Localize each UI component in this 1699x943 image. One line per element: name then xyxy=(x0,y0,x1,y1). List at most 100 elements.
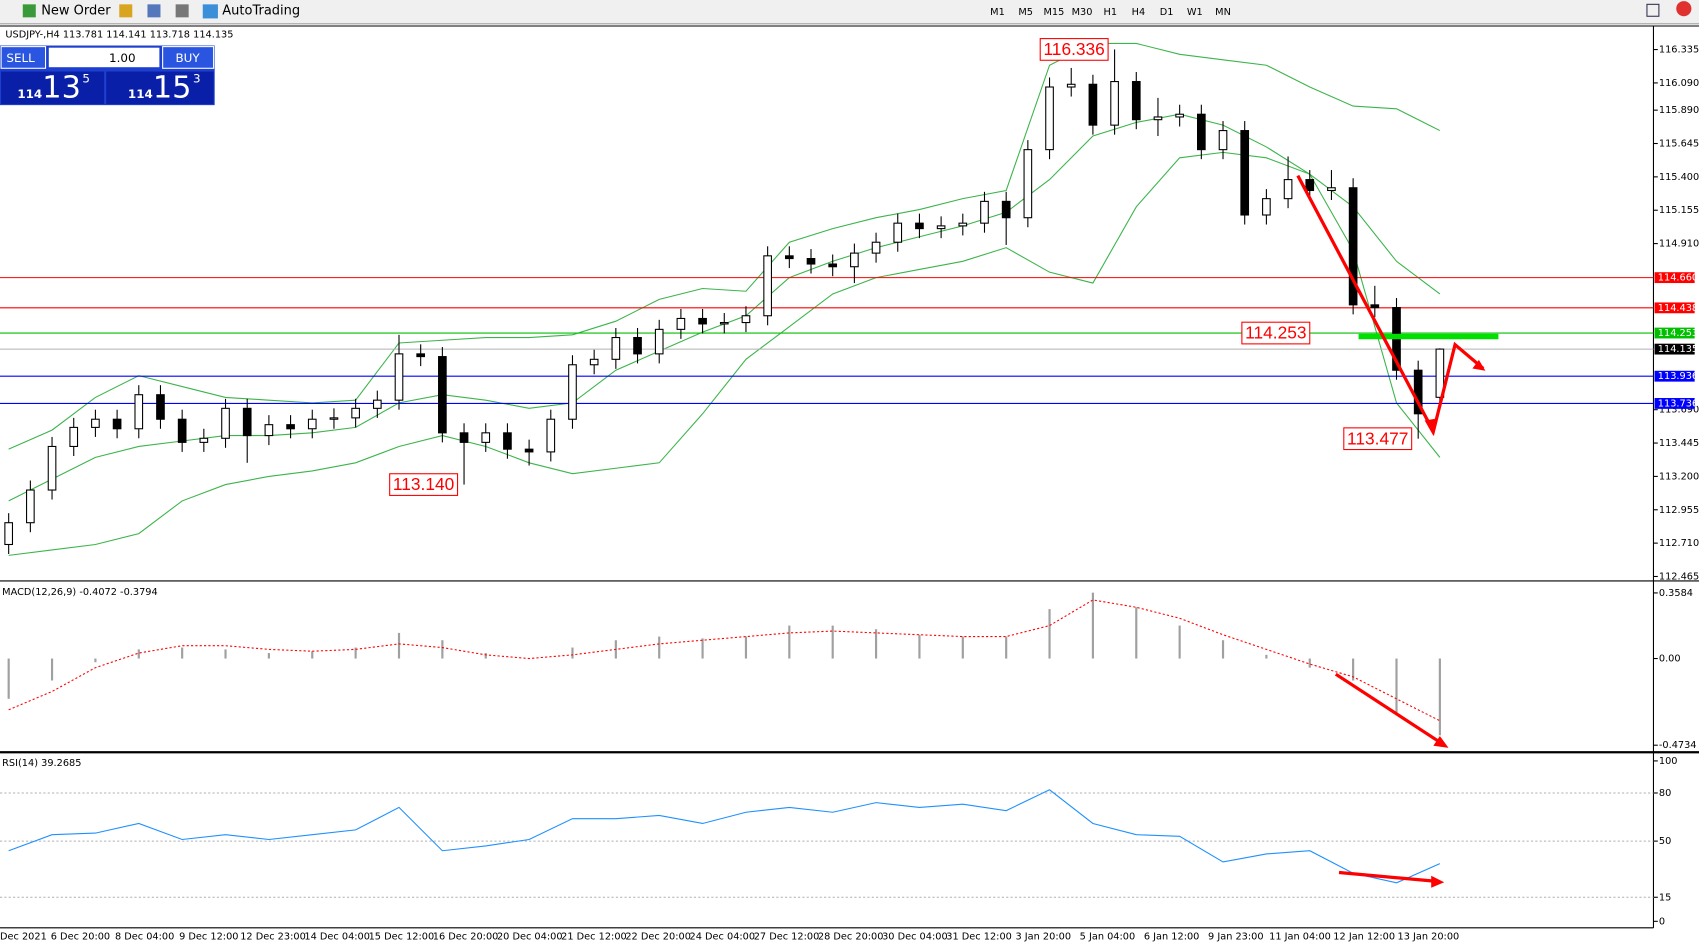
notification[interactable] xyxy=(1676,1,1692,17)
y-tick-label: 115.890 xyxy=(1659,105,1699,116)
annotation: 114.253 xyxy=(1241,321,1311,345)
annotation: 116.336 xyxy=(1039,38,1109,61)
sell-button[interactable] xyxy=(0,46,47,69)
candle-body xyxy=(1131,81,1141,121)
annotation-box xyxy=(389,473,459,496)
candle-body xyxy=(1001,200,1011,219)
level-tag xyxy=(1654,343,1695,355)
arrow-head xyxy=(1472,359,1486,371)
x-tick-label: 24 Dec 04:00 xyxy=(690,931,756,942)
new-order[interactable]: New Order xyxy=(41,3,111,18)
buy-label[interactable]: BUY xyxy=(175,51,200,65)
candle-body xyxy=(1066,83,1076,88)
candle-body xyxy=(1283,179,1293,200)
x-tick-label: 20 Dec 04:00 xyxy=(497,931,563,942)
candle-body xyxy=(134,394,144,430)
y-tick-label: 0 xyxy=(1659,916,1665,927)
y-tick-label: 113.445 xyxy=(1659,438,1699,449)
annotation-label: 114.253 xyxy=(1245,323,1306,343)
y-tick-label: 116.335 xyxy=(1659,45,1699,56)
timeframe[interactable]: H1 xyxy=(1103,7,1117,18)
candle-body xyxy=(1088,83,1098,126)
rsi-arrow xyxy=(1338,870,1436,883)
x-tick-label: Dec 2021 xyxy=(0,931,47,942)
tool-icon[interactable] xyxy=(175,4,189,18)
candle-body xyxy=(286,424,295,430)
new-order-icon[interactable] xyxy=(22,4,36,18)
candle-body xyxy=(351,407,360,419)
support-zone xyxy=(1358,333,1499,340)
x-tick-label: 6 Jan 12:00 xyxy=(1144,931,1200,942)
timeframe[interactable]: M30 xyxy=(1072,7,1093,18)
buy-price-big: 114 xyxy=(128,87,153,101)
timeframe[interactable]: M5 xyxy=(1018,7,1033,18)
candle-body xyxy=(4,522,14,546)
candle-body xyxy=(698,317,707,325)
candle-body xyxy=(1045,86,1054,151)
x-tick-label: 9 Jan 23:00 xyxy=(1208,931,1264,942)
macd-arrow xyxy=(1334,672,1443,745)
x-tick-label: 28 Dec 20:00 xyxy=(818,931,884,942)
y-tick-label: -0.4734 xyxy=(1659,740,1697,751)
candle-body xyxy=(611,336,621,360)
candle-body xyxy=(1348,187,1358,306)
y-tick-label: 112.710 xyxy=(1659,538,1699,549)
lot-field[interactable] xyxy=(48,47,160,68)
x-tick-label: 12 Jan 12:00 xyxy=(1333,931,1395,942)
candle-body xyxy=(893,222,903,243)
lot-size[interactable]: 1.00 xyxy=(109,51,136,65)
sell-label[interactable]: SELL xyxy=(6,51,35,65)
level-label: 114.438 xyxy=(1658,303,1698,314)
drawings xyxy=(1296,174,1499,888)
candle-body xyxy=(1196,113,1206,151)
y-tick-label: 116.090 xyxy=(1659,78,1699,89)
x-tick-label: 13 Jan 20:00 xyxy=(1398,931,1460,942)
candle-body xyxy=(524,448,534,453)
timeframe[interactable]: M1 xyxy=(990,7,1005,18)
x-tick-label: 6 Dec 20:00 xyxy=(51,931,110,942)
candle-body xyxy=(307,418,317,430)
sell-price-box[interactable] xyxy=(1,71,105,105)
search-icon[interactable] xyxy=(1646,3,1660,17)
buy-button[interactable] xyxy=(162,46,215,69)
timeframe[interactable]: W1 xyxy=(1187,7,1203,18)
x-tick-label: 30 Dec 04:00 xyxy=(882,931,948,942)
tool-icon[interactable] xyxy=(119,4,133,18)
y-tick-label: 115.400 xyxy=(1659,172,1699,183)
timeframe[interactable]: H4 xyxy=(1132,7,1146,18)
sell-price-sup: 5 xyxy=(82,72,90,86)
x-tick-label: 5 Jan 04:00 xyxy=(1080,931,1136,942)
level-label: 114.660 xyxy=(1658,273,1698,284)
autotrading-icon[interactable] xyxy=(202,4,218,19)
buy-price-box[interactable] xyxy=(106,71,214,105)
candle-body xyxy=(568,364,577,420)
x-tick-label: 21 Dec 12:00 xyxy=(561,931,627,942)
y-tick-label: 0.00 xyxy=(1659,654,1681,665)
candle-body xyxy=(1305,179,1315,192)
y-tick-label: 112.465 xyxy=(1659,571,1699,582)
candle-body xyxy=(958,222,968,227)
timeframe[interactable]: MN xyxy=(1215,7,1231,18)
candle-body xyxy=(438,356,447,434)
annotation-label: 116.336 xyxy=(1043,39,1104,59)
candle-body xyxy=(1240,130,1250,216)
candle-body xyxy=(329,417,339,420)
timeframe[interactable]: M15 xyxy=(1043,7,1064,18)
trend-arrow xyxy=(1296,174,1485,436)
candle-body xyxy=(459,432,469,443)
annotation-label: 113.477 xyxy=(1347,428,1408,448)
y-tick-label: 113.200 xyxy=(1659,471,1699,482)
candle-body xyxy=(871,241,881,254)
candle-body xyxy=(416,353,426,358)
chart-title: MACD(12,26,9) -0.4072 -0.3794 xyxy=(2,587,158,598)
tool-icon[interactable] xyxy=(147,4,161,18)
arrow-head xyxy=(1431,875,1445,888)
x-tick-label: 27 Dec 12:00 xyxy=(754,931,820,942)
autotrading[interactable]: AutoTrading xyxy=(222,3,300,18)
y-tick-label: 0.3584 xyxy=(1659,588,1693,599)
candle-body xyxy=(1327,187,1336,192)
level-label: 113.936 xyxy=(1658,371,1698,382)
timeframe[interactable]: D1 xyxy=(1160,7,1174,18)
